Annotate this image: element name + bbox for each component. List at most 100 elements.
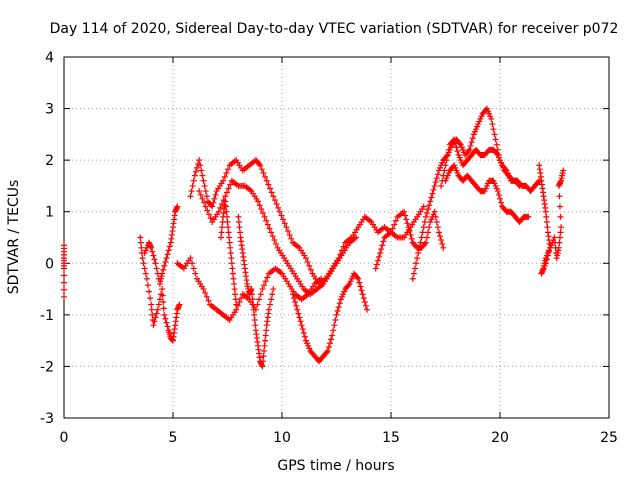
data-point (271, 197, 278, 204)
data-point (200, 286, 207, 293)
data-point (340, 243, 347, 250)
axis-ticks (63, 56, 610, 419)
data-point (223, 170, 230, 177)
data-point (230, 275, 237, 282)
data-point (378, 246, 385, 253)
data-point (331, 322, 338, 329)
data-point (268, 189, 275, 196)
x-tick-label: 15 (382, 430, 400, 446)
data-point (188, 188, 195, 195)
data-point (263, 217, 270, 224)
data-point (250, 301, 257, 308)
data-point (256, 296, 263, 303)
data-point (189, 182, 196, 189)
data-point (227, 244, 234, 251)
data-point (161, 262, 168, 269)
data-point (164, 251, 171, 258)
data-point (262, 173, 269, 180)
data-point (283, 224, 290, 231)
data-point (300, 329, 307, 336)
data-point (379, 242, 386, 249)
axis-tick-labels: 0 5 10 15 20 25 -3 -2 -1 0 1 2 3 4 (40, 50, 618, 446)
data-point (502, 166, 509, 173)
data-point (270, 193, 277, 200)
data-point (427, 198, 434, 205)
data-point (227, 249, 234, 256)
data-point (286, 231, 293, 238)
data-point (258, 166, 265, 173)
data-point (376, 253, 383, 260)
data-point (264, 221, 271, 228)
data-point (232, 296, 239, 303)
data-point (290, 295, 297, 302)
y-axis-label: SDTVAR / TECUs (6, 180, 22, 295)
data-point (202, 188, 209, 195)
data-point (359, 291, 366, 298)
data-point (438, 182, 445, 189)
data-point (163, 319, 170, 326)
data-point (161, 311, 168, 318)
data-point (428, 194, 435, 201)
data-point (265, 181, 272, 188)
data-point (143, 275, 150, 282)
data-point (307, 266, 314, 273)
data-point (324, 347, 331, 354)
data-point (374, 257, 381, 264)
data-point (192, 168, 199, 175)
data-point (260, 353, 267, 360)
data-point (306, 262, 313, 269)
data-point (236, 224, 243, 231)
series-track-1 (61, 242, 67, 300)
data-point (416, 244, 423, 251)
data-point (389, 225, 396, 232)
data-point (61, 279, 67, 286)
data-point (199, 195, 206, 202)
data-point (276, 208, 283, 215)
data-point (232, 291, 239, 298)
data-point (148, 301, 155, 308)
data-point (212, 191, 219, 198)
data-point (437, 233, 444, 240)
data-point (402, 212, 409, 219)
data-point (440, 244, 447, 251)
data-point (360, 295, 367, 302)
data-point (150, 252, 157, 259)
data-point (200, 177, 207, 184)
data-point (140, 260, 147, 267)
data-point (222, 193, 229, 200)
data-point (268, 229, 275, 236)
data-point (149, 311, 156, 318)
data-point (207, 215, 214, 222)
data-point (294, 306, 301, 313)
data-point (430, 186, 437, 193)
data-point (146, 288, 153, 295)
data-point (429, 190, 436, 197)
data-point (414, 255, 421, 262)
data-point (420, 203, 427, 210)
data-point (330, 327, 337, 334)
data-point (225, 229, 232, 236)
data-point (152, 314, 159, 321)
data-point (153, 265, 160, 272)
data-point (196, 157, 203, 164)
data-point (413, 260, 420, 267)
data-point (353, 234, 360, 241)
data-point (452, 140, 459, 147)
data-point (335, 304, 342, 311)
data-point (444, 151, 451, 158)
data-point (406, 228, 413, 235)
data-point (417, 239, 424, 246)
data-point (418, 234, 425, 241)
data-point (404, 220, 411, 227)
data-point (197, 162, 204, 169)
data-point (147, 295, 154, 302)
data-point (556, 239, 563, 246)
data-point (150, 322, 157, 329)
data-point (542, 260, 549, 267)
data-point (144, 282, 151, 289)
data-point (260, 170, 267, 177)
y-tick-label: -3 (40, 411, 54, 427)
y-tick-label: -1 (40, 308, 54, 324)
data-point (356, 279, 363, 286)
